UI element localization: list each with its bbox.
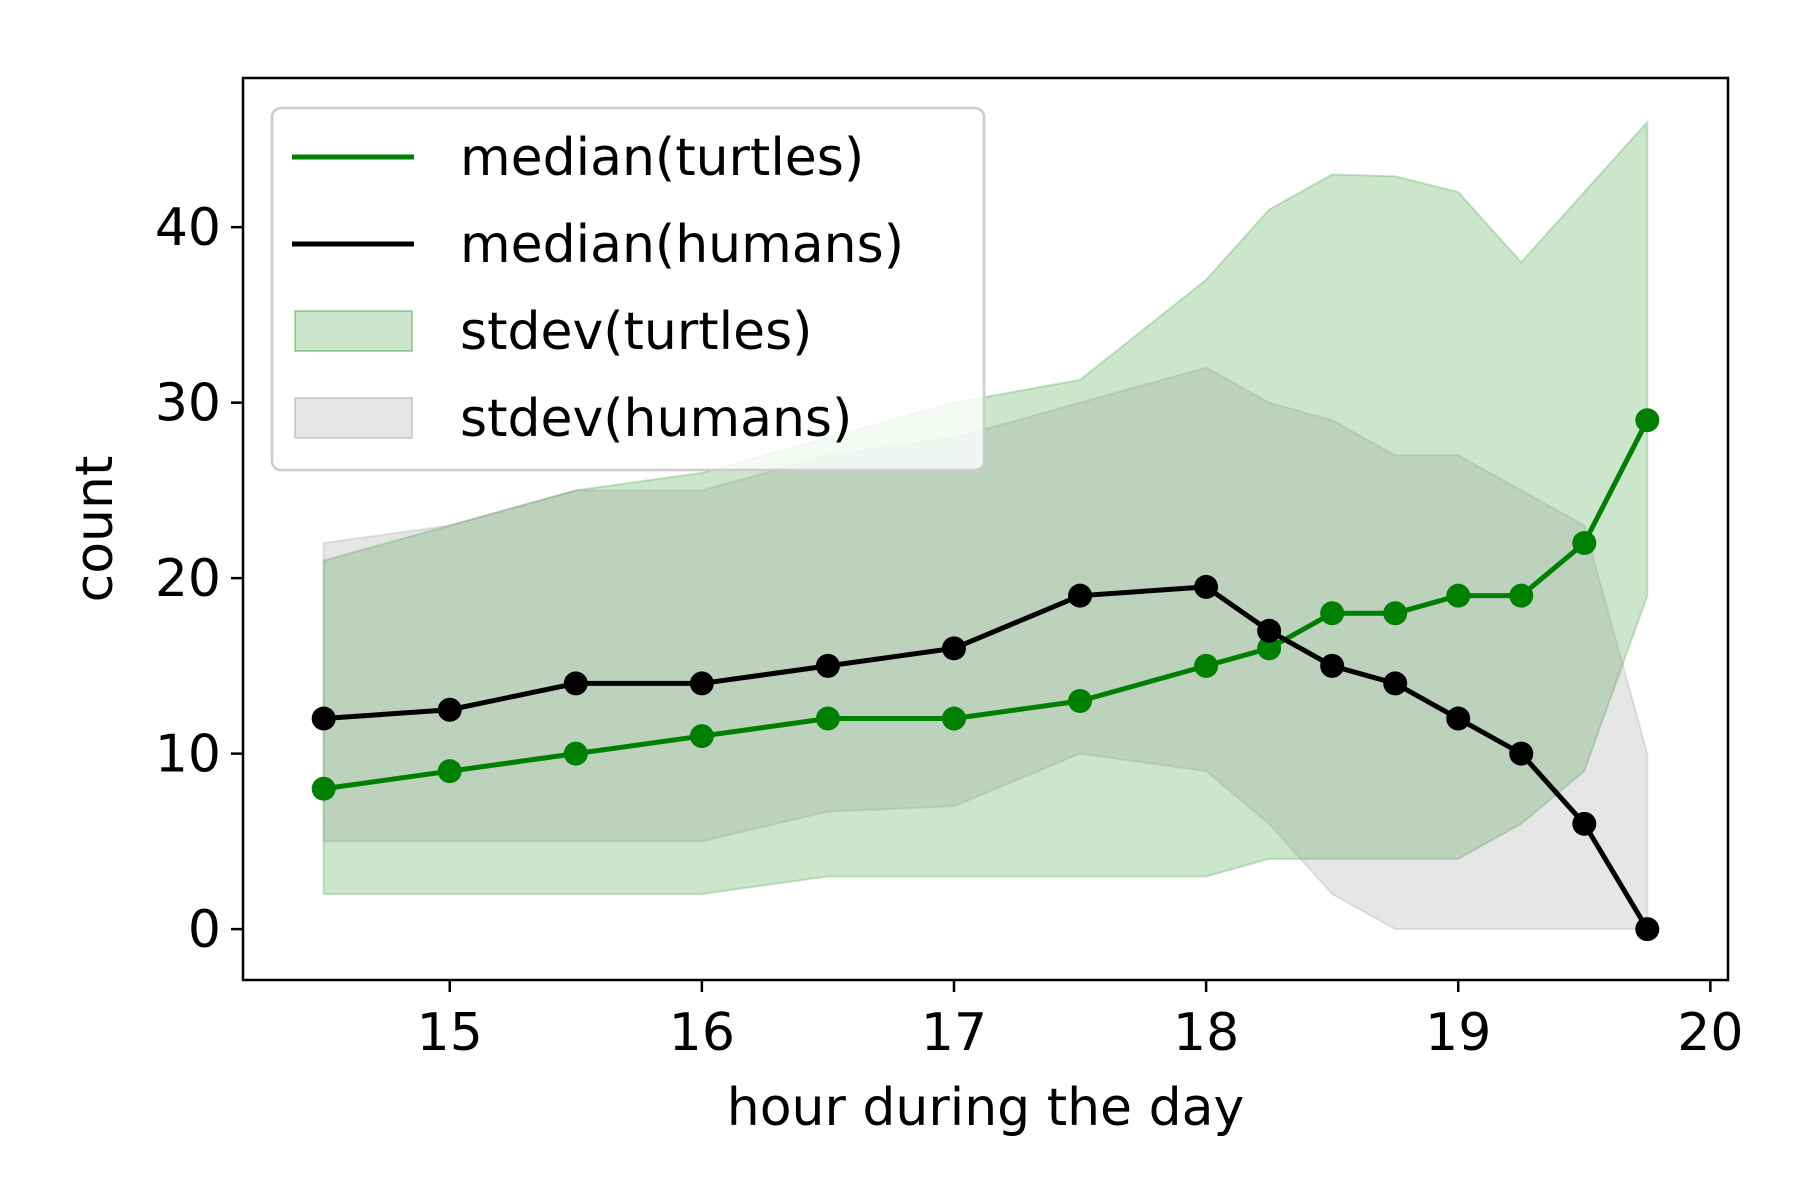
y-tick-label: 10 — [155, 725, 221, 785]
point-median-humans-9 — [1320, 653, 1345, 678]
point-median-turtles-0 — [311, 776, 336, 801]
point-median-turtles-9 — [1320, 601, 1345, 626]
y-axis-title: count — [65, 456, 125, 603]
point-median-humans-14 — [1635, 917, 1660, 942]
point-median-humans-10 — [1383, 671, 1408, 696]
point-median-humans-13 — [1572, 811, 1597, 836]
point-median-humans-1 — [437, 697, 462, 722]
point-median-turtles-14 — [1635, 408, 1660, 433]
y-tick-label: 40 — [155, 198, 221, 258]
legend-swatch — [294, 397, 413, 439]
x-tick-label: 15 — [417, 1003, 483, 1063]
legend: median(turtles) median(humans) stdev(turtl… — [270, 106, 986, 472]
point-median-humans-11 — [1446, 706, 1471, 731]
point-median-turtles-1 — [437, 759, 462, 784]
x-tick-label: 18 — [1173, 1003, 1239, 1063]
point-median-turtles-12 — [1509, 583, 1534, 608]
legend-item-stdev-humans: stdev(humans) — [294, 389, 852, 449]
legend-item-stdev-turtles: stdev(turtles) — [294, 302, 812, 362]
point-median-humans-7 — [1194, 574, 1219, 599]
point-median-turtles-4 — [815, 706, 840, 731]
point-median-turtles-2 — [563, 741, 588, 766]
legend-label: stdev(turtles) — [460, 302, 812, 362]
point-median-humans-3 — [689, 671, 714, 696]
median-points — [311, 408, 1660, 942]
x-tick-label: 19 — [1425, 1003, 1491, 1063]
point-median-humans-6 — [1068, 583, 1093, 608]
y-axis: 0 10 20 30 40 — [155, 198, 243, 960]
x-axis-title: hour during the day — [727, 1078, 1244, 1138]
point-median-turtles-3 — [689, 724, 714, 749]
point-median-humans-4 — [815, 653, 840, 678]
y-tick-label: 20 — [155, 549, 221, 609]
point-median-turtles-8 — [1257, 636, 1282, 661]
x-axis: 15 16 17 18 19 20 — [417, 980, 1743, 1063]
legend-label: median(humans) — [460, 215, 904, 275]
point-median-turtles-10 — [1383, 601, 1408, 626]
point-median-humans-0 — [311, 706, 336, 731]
x-tick-label: 17 — [921, 1003, 987, 1063]
point-median-turtles-11 — [1446, 583, 1471, 608]
stdev-bands — [322, 119, 1649, 931]
legend-swatch — [294, 310, 413, 352]
x-tick-label: 16 — [669, 1003, 735, 1063]
point-median-turtles-6 — [1068, 688, 1093, 713]
point-median-humans-8 — [1257, 618, 1282, 643]
y-tick-label: 30 — [155, 374, 221, 434]
legend-item-median-turtles: median(turtles) — [292, 128, 864, 188]
point-median-turtles-13 — [1572, 531, 1597, 556]
point-median-turtles-5 — [941, 706, 966, 731]
point-median-turtles-7 — [1194, 653, 1219, 678]
point-median-humans-2 — [563, 671, 588, 696]
legend-box — [270, 106, 986, 472]
y-tick-label: 0 — [188, 900, 221, 960]
point-median-humans-5 — [941, 636, 966, 661]
legend-label: stdev(humans) — [460, 389, 852, 449]
plot-frame — [241, 76, 1730, 982]
legend-item-median-humans: median(humans) — [292, 215, 904, 275]
legend-label: median(turtles) — [460, 128, 864, 188]
legend-items: median(turtles) median(humans) stdev(turtl… — [292, 128, 904, 449]
point-median-humans-12 — [1509, 741, 1534, 766]
x-tick-label: 20 — [1677, 1003, 1743, 1063]
